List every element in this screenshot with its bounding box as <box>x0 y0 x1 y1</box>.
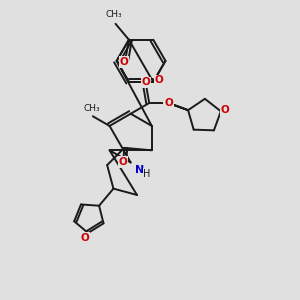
Text: O: O <box>120 57 128 67</box>
Text: O: O <box>155 76 164 85</box>
Text: O: O <box>221 105 230 115</box>
Text: N: N <box>135 165 144 175</box>
Text: O: O <box>118 157 127 167</box>
Text: O: O <box>80 233 89 243</box>
Text: O: O <box>142 77 151 88</box>
Text: CH₃: CH₃ <box>83 104 100 113</box>
Text: CH₃: CH₃ <box>106 10 122 19</box>
Text: H: H <box>143 169 151 179</box>
Text: O: O <box>164 98 173 108</box>
